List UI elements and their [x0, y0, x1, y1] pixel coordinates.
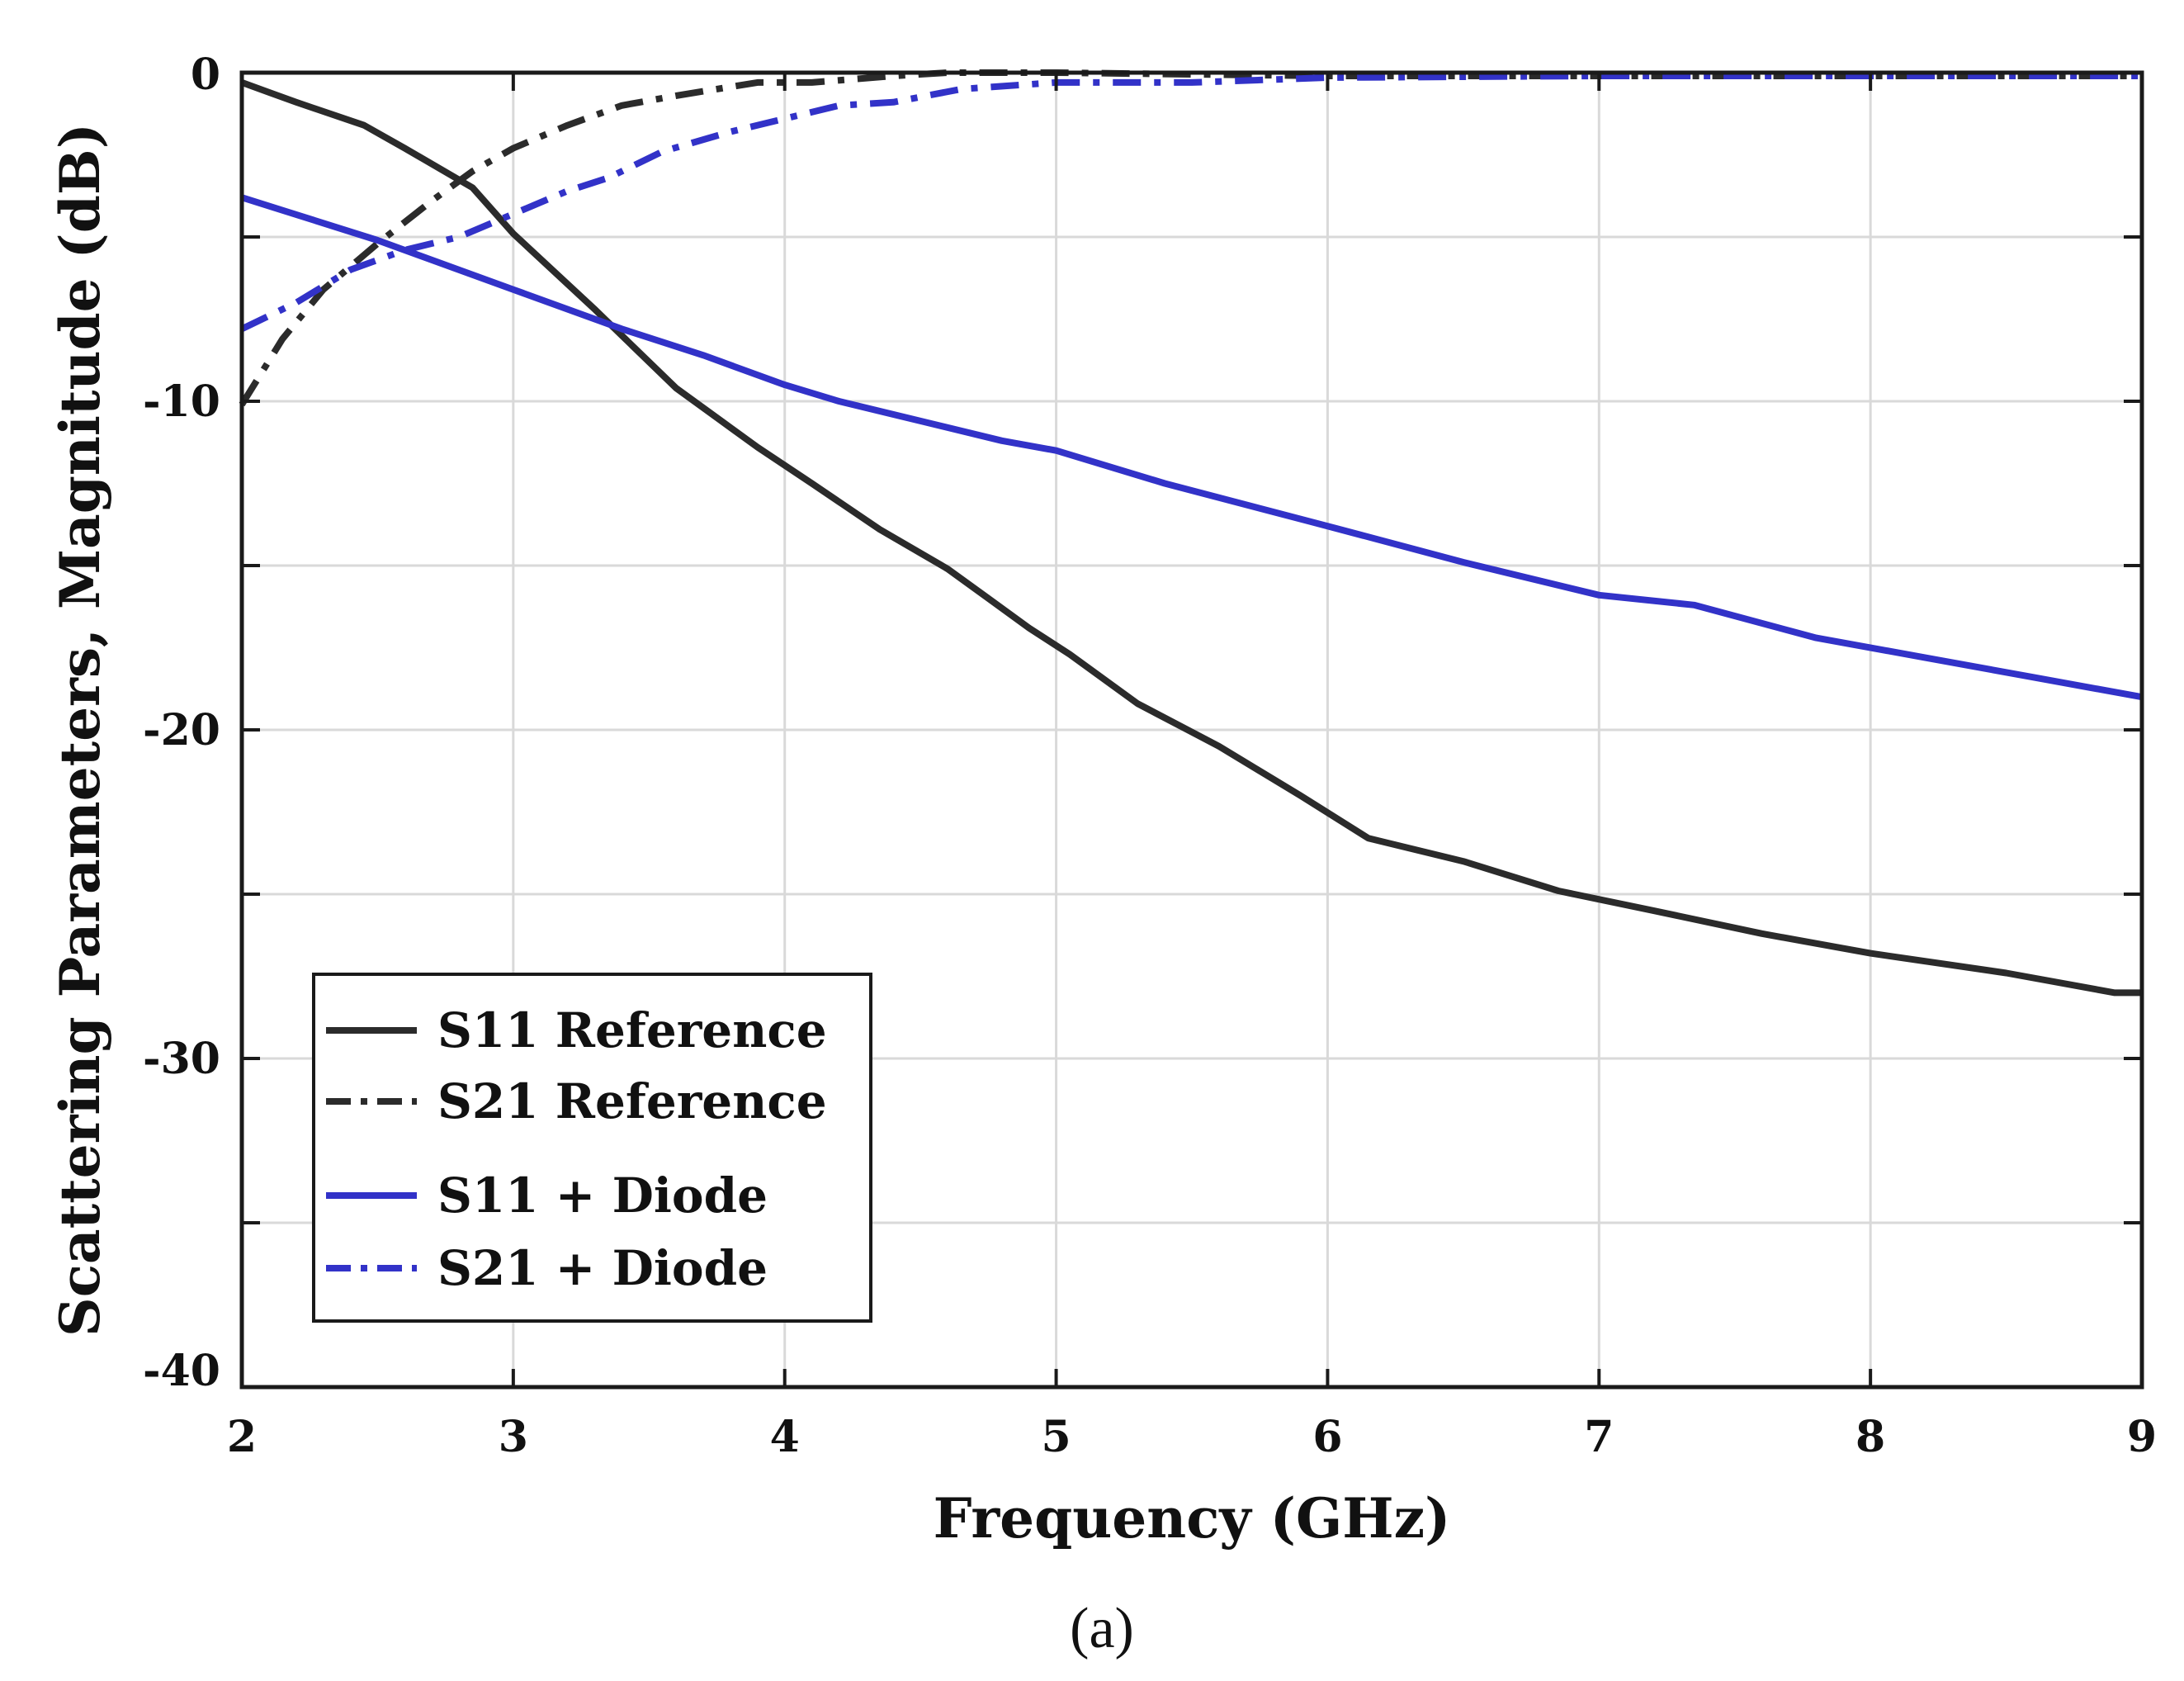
x-tick-label: 8: [1855, 1412, 1885, 1462]
y-tick-label: -10: [143, 376, 220, 427]
legend: S11 Reference S21 Reference S11 + Diode S21…: [312, 973, 872, 1323]
x-tick-label: 4: [770, 1412, 800, 1462]
legend-entry-label: S21 Reference: [437, 1073, 827, 1129]
x-axis-title: Frequency (GHz): [934, 1486, 1451, 1551]
legend-entry-label: S11 + Diode: [437, 1167, 768, 1224]
y-tick-label: 0: [191, 50, 220, 100]
series-line-s21-diode: [240, 73, 2142, 333]
x-tick-label: 2: [227, 1412, 257, 1462]
x-tick-label: 6: [1312, 1412, 1342, 1462]
figure-caption: (a): [1070, 1597, 1134, 1660]
series-line-s11-diode: [240, 194, 2143, 701]
plot-series: [239, 69, 2143, 997]
x-tick-label: 5: [1041, 1412, 1071, 1462]
x-tick-label: 9: [2127, 1412, 2157, 1462]
x-tick-label: 7: [1584, 1412, 1614, 1462]
legend-entry-label: S11 Reference: [437, 1002, 827, 1058]
axis-ticks: 2 3 4 5 6 7 8 9 0 -10 -20 -30 -40: [143, 50, 2157, 1462]
x-tick-label: 3: [499, 1412, 528, 1462]
y-tick-label: -40: [143, 1346, 220, 1396]
legend-entry-label: S21 + Diode: [437, 1240, 768, 1296]
series-line-s11-reference: [240, 79, 2142, 997]
y-tick-label: -30: [143, 1034, 220, 1084]
y-tick-label: -20: [143, 705, 220, 755]
y-axis-title: Scattering Parameters, Magnitude (dB): [48, 123, 112, 1337]
